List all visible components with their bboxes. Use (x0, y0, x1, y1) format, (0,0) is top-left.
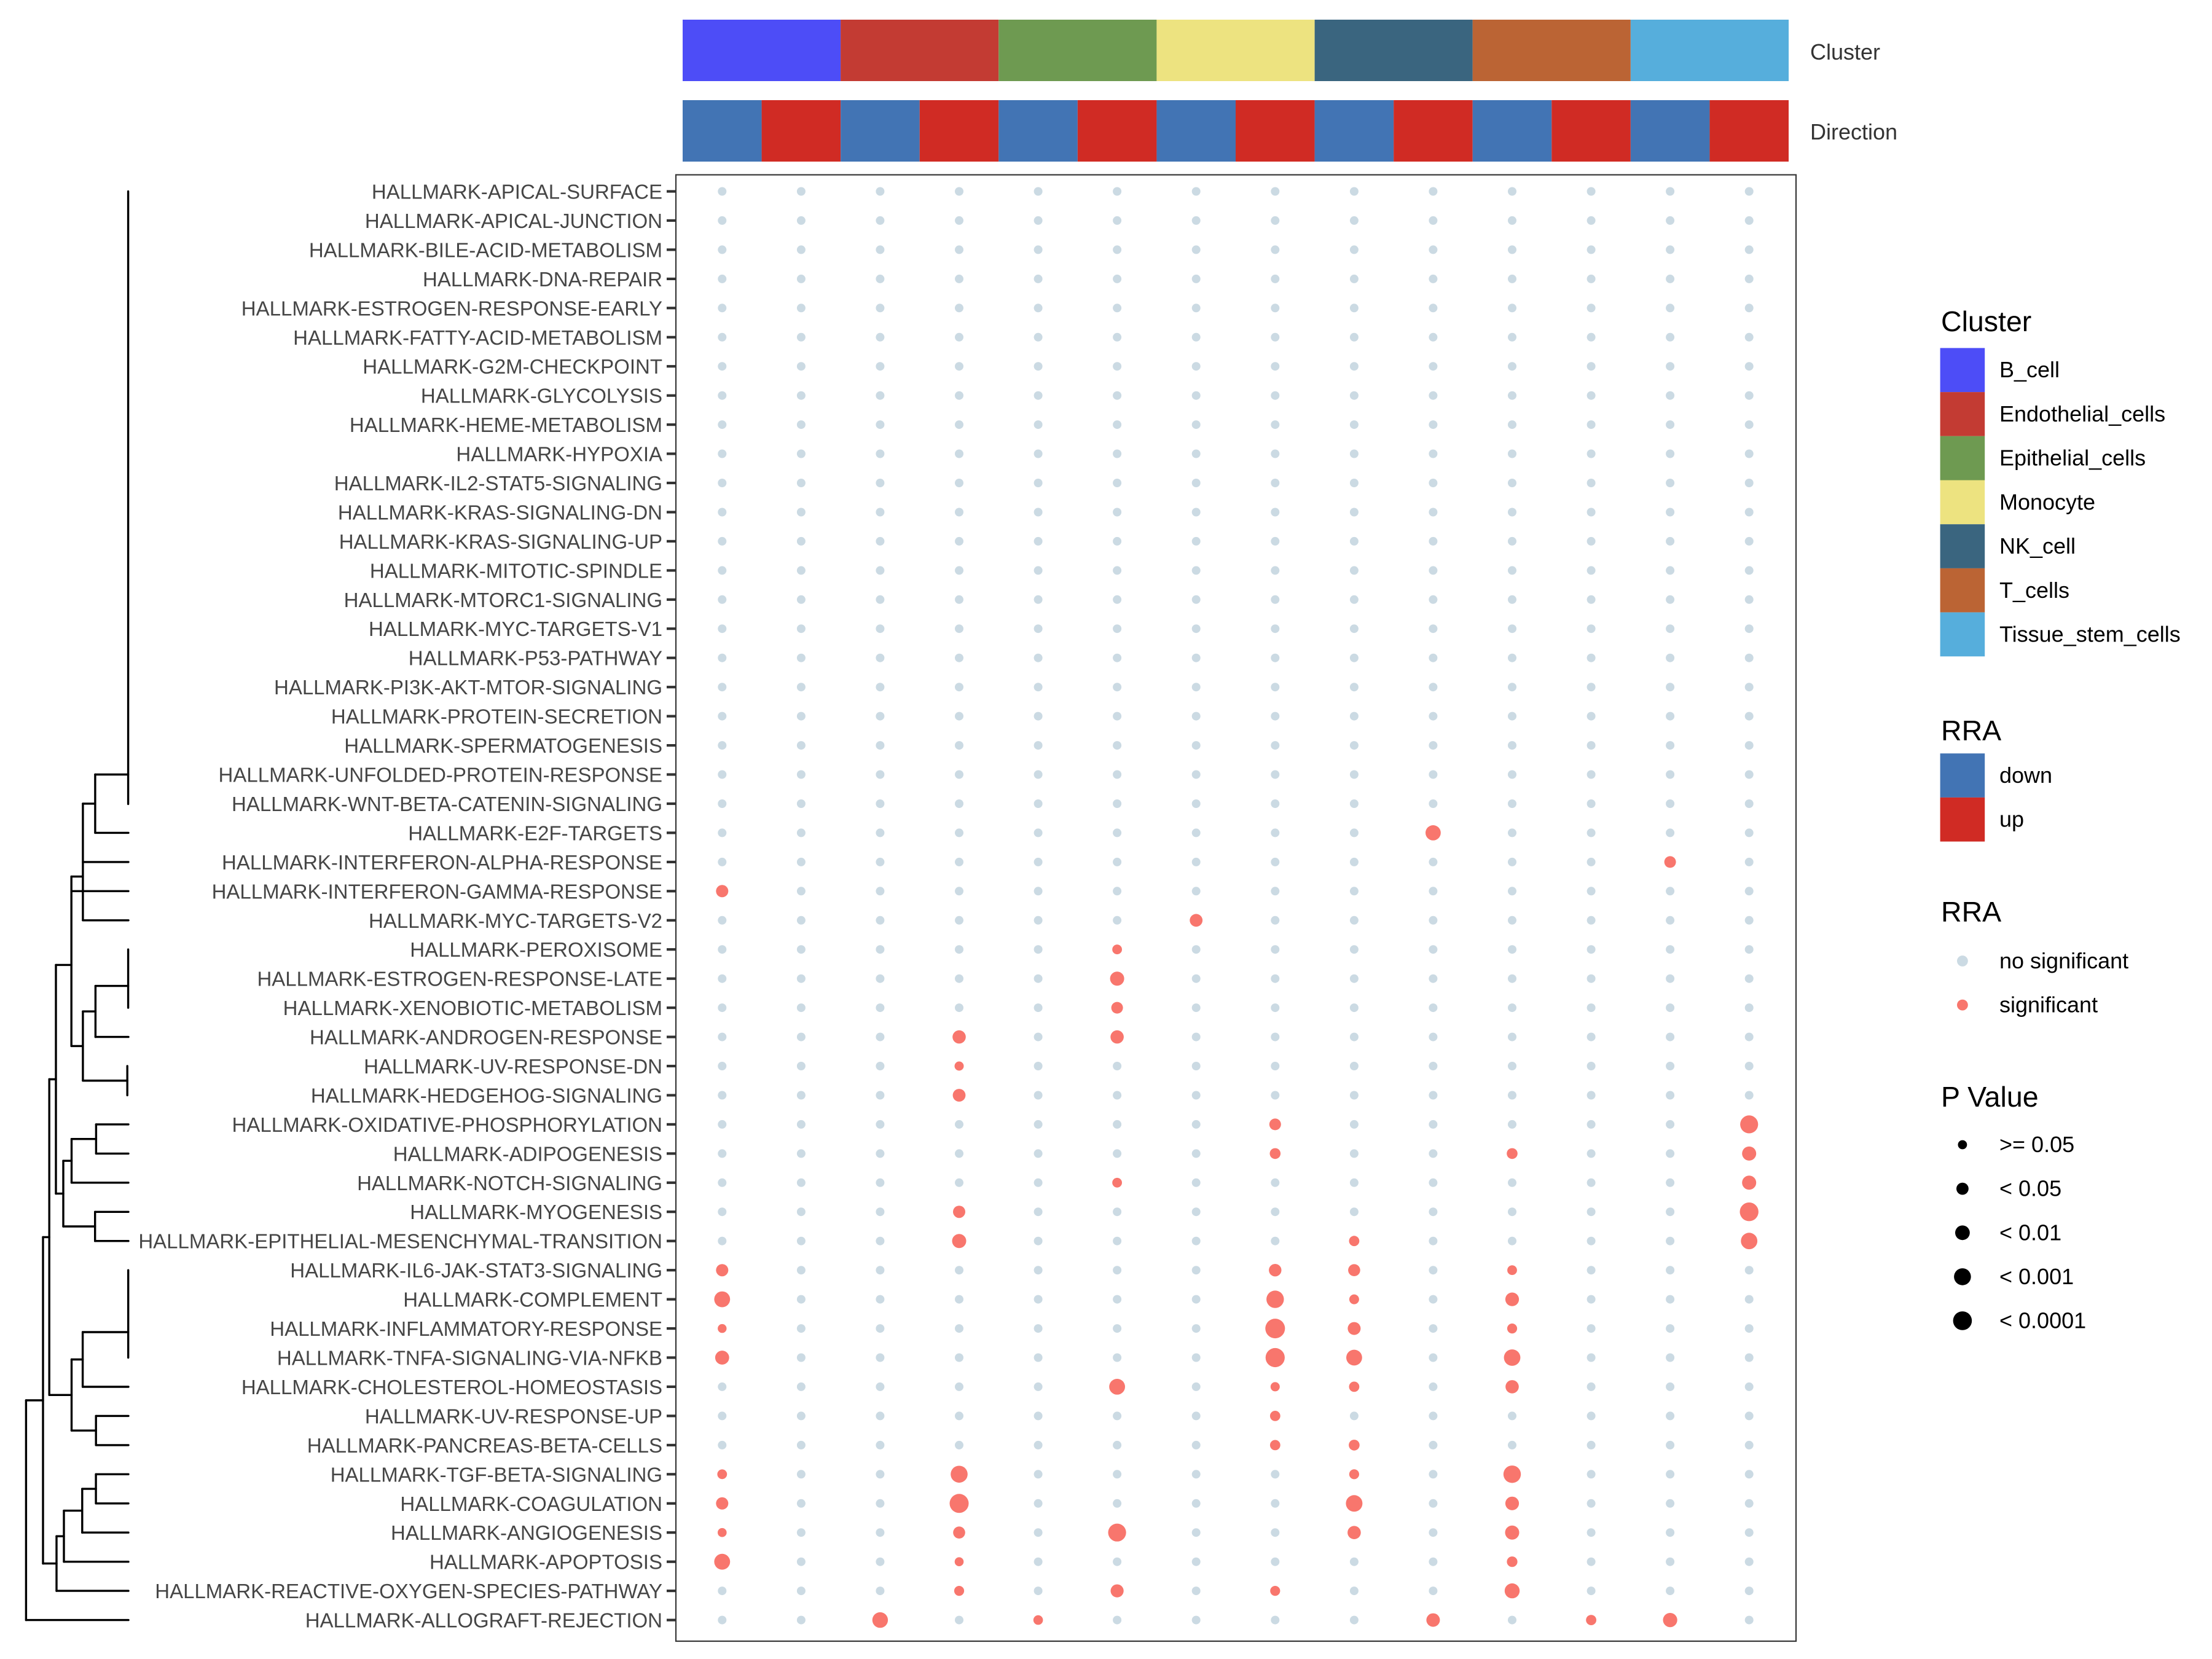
svg-text:T_cells: T_cells (1999, 578, 2069, 603)
svg-text:HALLMARK-ALLOGRAFT-REJECTION: HALLMARK-ALLOGRAFT-REJECTION (305, 1609, 662, 1632)
svg-text:< 0.001: < 0.001 (1999, 1264, 2074, 1289)
svg-text:HALLMARK-IL2-STAT5-SIGNALING: HALLMARK-IL2-STAT5-SIGNALING (334, 472, 662, 495)
svg-text:HALLMARK-HEDGEHOG-SIGNALING: HALLMARK-HEDGEHOG-SIGNALING (311, 1084, 662, 1107)
svg-text:HALLMARK-MTORC1-SIGNALING: HALLMARK-MTORC1-SIGNALING (344, 589, 662, 611)
svg-text:HALLMARK-ESTROGEN-RESPONSE-LAT: HALLMARK-ESTROGEN-RESPONSE-LATE (257, 968, 662, 990)
svg-text:no significant: no significant (1999, 948, 2128, 973)
svg-text:down: down (1999, 763, 2052, 788)
svg-text:HALLMARK-HYPOXIA: HALLMARK-HYPOXIA (456, 443, 662, 466)
svg-text:HALLMARK-UNFOLDED-PROTEIN-RESP: HALLMARK-UNFOLDED-PROTEIN-RESPONSE (219, 764, 662, 786)
svg-text:HALLMARK-ANDROGEN-RESPONSE: HALLMARK-ANDROGEN-RESPONSE (310, 1026, 662, 1049)
svg-text:HALLMARK-PROTEIN-SECRETION: HALLMARK-PROTEIN-SECRETION (331, 705, 662, 728)
svg-text:HALLMARK-INTERFERON-ALPHA-RESP: HALLMARK-INTERFERON-ALPHA-RESPONSE (222, 851, 662, 874)
svg-text:P Value: P Value (1941, 1081, 2039, 1113)
svg-text:< 0.01: < 0.01 (1999, 1220, 2061, 1245)
svg-text:HALLMARK-MYC-TARGETS-V2: HALLMARK-MYC-TARGETS-V2 (369, 909, 662, 932)
svg-text:Tissue_stem_cells: Tissue_stem_cells (1999, 622, 2181, 647)
svg-text:HALLMARK-INFLAMMATORY-RESPONSE: HALLMARK-INFLAMMATORY-RESPONSE (270, 1317, 662, 1340)
svg-text:HALLMARK-DNA-REPAIR: HALLMARK-DNA-REPAIR (423, 268, 662, 291)
svg-text:>= 0.05: >= 0.05 (1999, 1132, 2074, 1157)
svg-text:HALLMARK-MYC-TARGETS-V1: HALLMARK-MYC-TARGETS-V1 (369, 618, 662, 640)
svg-text:HALLMARK-PANCREAS-BETA-CELLS: HALLMARK-PANCREAS-BETA-CELLS (307, 1434, 662, 1457)
svg-text:HALLMARK-REACTIVE-OXYGEN-SPECI: HALLMARK-REACTIVE-OXYGEN-SPECIES-PATHWAY (155, 1580, 662, 1602)
svg-text:HALLMARK-APOPTOSIS: HALLMARK-APOPTOSIS (429, 1551, 662, 1574)
svg-text:HALLMARK-KRAS-SIGNALING-UP: HALLMARK-KRAS-SIGNALING-UP (339, 530, 662, 553)
svg-text:HALLMARK-ADIPOGENESIS: HALLMARK-ADIPOGENESIS (393, 1142, 662, 1165)
svg-text:< 0.0001: < 0.0001 (1999, 1308, 2086, 1333)
svg-text:HALLMARK-BILE-ACID-METABOLISM: HALLMARK-BILE-ACID-METABOLISM (309, 238, 662, 261)
svg-text:HALLMARK-ESTROGEN-RESPONSE-EAR: HALLMARK-ESTROGEN-RESPONSE-EARLY (241, 297, 662, 320)
svg-text:HALLMARK-HEME-METABOLISM: HALLMARK-HEME-METABOLISM (350, 414, 662, 436)
svg-text:HALLMARK-UV-RESPONSE-DN: HALLMARK-UV-RESPONSE-DN (364, 1055, 662, 1078)
svg-text:HALLMARK-COMPLEMENT: HALLMARK-COMPLEMENT (403, 1288, 662, 1311)
svg-text:RRA: RRA (1941, 896, 2001, 928)
svg-text:HALLMARK-XENOBIOTIC-METABOLISM: HALLMARK-XENOBIOTIC-METABOLISM (283, 997, 662, 1019)
svg-text:RRA: RRA (1941, 715, 2001, 747)
svg-text:HALLMARK-SPERMATOGENESIS: HALLMARK-SPERMATOGENESIS (344, 734, 662, 757)
svg-text:Endothelial_cells: Endothelial_cells (1999, 401, 2165, 426)
svg-text:up: up (1999, 807, 2024, 832)
svg-text:HALLMARK-IL6-JAK-STAT3-SIGNALI: HALLMARK-IL6-JAK-STAT3-SIGNALING (290, 1259, 662, 1282)
svg-text:significant: significant (1999, 992, 2098, 1018)
svg-text:HALLMARK-MYOGENESIS: HALLMARK-MYOGENESIS (410, 1201, 662, 1223)
svg-text:B_cell: B_cell (1999, 357, 2060, 382)
svg-text:HALLMARK-PI3K-AKT-MTOR-SIGNALI: HALLMARK-PI3K-AKT-MTOR-SIGNALING (274, 676, 662, 699)
svg-text:HALLMARK-FATTY-ACID-METABOLISM: HALLMARK-FATTY-ACID-METABOLISM (293, 326, 662, 349)
svg-text:HALLMARK-PEROXISOME: HALLMARK-PEROXISOME (410, 938, 662, 961)
svg-text:HALLMARK-COAGULATION: HALLMARK-COAGULATION (400, 1492, 662, 1515)
svg-text:HALLMARK-CHOLESTEROL-HOMEOSTAS: HALLMARK-CHOLESTEROL-HOMEOSTASIS (241, 1376, 662, 1398)
svg-text:HALLMARK-GLYCOLYSIS: HALLMARK-GLYCOLYSIS (421, 385, 662, 407)
svg-text:HALLMARK-MITOTIC-SPINDLE: HALLMARK-MITOTIC-SPINDLE (370, 559, 662, 582)
svg-text:HALLMARK-APICAL-SURFACE: HALLMARK-APICAL-SURFACE (372, 181, 662, 203)
svg-text:Direction: Direction (1810, 119, 1897, 144)
svg-text:HALLMARK-P53-PATHWAY: HALLMARK-P53-PATHWAY (409, 647, 662, 670)
svg-text:HALLMARK-WNT-BETA-CATENIN-SIGN: HALLMARK-WNT-BETA-CATENIN-SIGNALING (232, 793, 662, 815)
svg-text:HALLMARK-OXIDATIVE-PHOSPHORYLA: HALLMARK-OXIDATIVE-PHOSPHORYLATION (232, 1113, 662, 1136)
svg-text:< 0.05: < 0.05 (1999, 1176, 2061, 1201)
svg-text:Cluster: Cluster (1810, 39, 1880, 65)
svg-text:HALLMARK-TGF-BETA-SIGNALING: HALLMARK-TGF-BETA-SIGNALING (331, 1463, 662, 1486)
svg-text:HALLMARK-EPITHELIAL-MESENCHYMA: HALLMARK-EPITHELIAL-MESENCHYMAL-TRANSITI… (138, 1230, 662, 1253)
svg-text:HALLMARK-ANGIOGENESIS: HALLMARK-ANGIOGENESIS (391, 1521, 662, 1544)
svg-text:HALLMARK-E2F-TARGETS: HALLMARK-E2F-TARGETS (408, 822, 662, 844)
svg-text:HALLMARK-KRAS-SIGNALING-DN: HALLMARK-KRAS-SIGNALING-DN (338, 501, 662, 524)
svg-text:HALLMARK-NOTCH-SIGNALING: HALLMARK-NOTCH-SIGNALING (357, 1172, 662, 1194)
svg-text:HALLMARK-G2M-CHECKPOINT: HALLMARK-G2M-CHECKPOINT (363, 355, 662, 378)
svg-text:HALLMARK-UV-RESPONSE-UP: HALLMARK-UV-RESPONSE-UP (365, 1405, 662, 1427)
svg-text:HALLMARK-TNFA-SIGNALING-VIA-NF: HALLMARK-TNFA-SIGNALING-VIA-NFKB (277, 1347, 662, 1370)
svg-text:NK_cell: NK_cell (1999, 533, 2076, 559)
svg-text:HALLMARK-APICAL-JUNCTION: HALLMARK-APICAL-JUNCTION (365, 210, 662, 232)
svg-text:Epithelial_cells: Epithelial_cells (1999, 445, 2146, 471)
svg-text:Cluster: Cluster (1941, 305, 2031, 337)
svg-text:HALLMARK-INTERFERON-GAMMA-RESP: HALLMARK-INTERFERON-GAMMA-RESPONSE (212, 880, 662, 903)
svg-text:Monocyte: Monocyte (1999, 489, 2095, 514)
